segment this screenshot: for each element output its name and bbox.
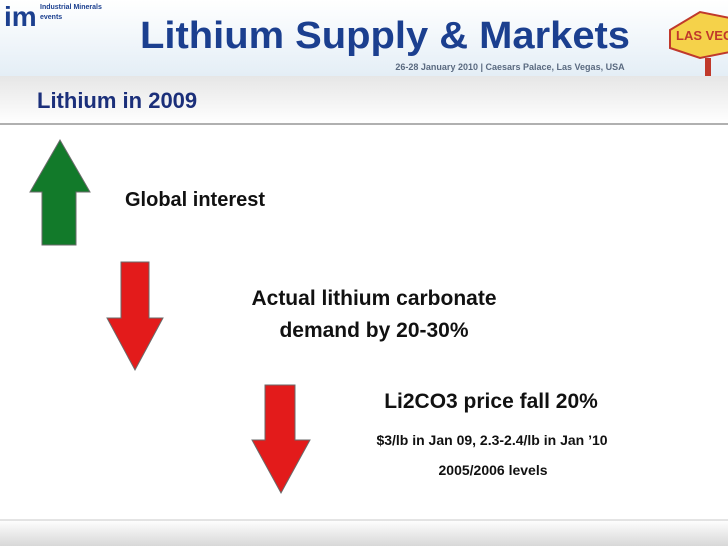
event-subtitle: 26-28 January 2010 | Caesars Palace, Las… bbox=[395, 62, 625, 72]
point-detail: $3/lb in Jan 09, 2.3-2.4/lb in Jan ’10 bbox=[376, 432, 607, 448]
point-text: demand by 20-30% bbox=[279, 319, 468, 342]
event-title: Lithium Supply & Markets bbox=[140, 15, 630, 57]
point-detail: 2005/2006 levels bbox=[439, 462, 548, 478]
logo-line2: events bbox=[40, 14, 62, 21]
footer-band bbox=[0, 520, 728, 546]
down-arrow bbox=[106, 261, 164, 372]
point-text: Li2CO3 price fall 20% bbox=[384, 390, 598, 413]
sign-post bbox=[705, 58, 711, 76]
heading-band bbox=[0, 76, 728, 124]
down-arrow bbox=[251, 384, 311, 495]
point-text: Global interest bbox=[125, 189, 265, 211]
logo-line1: Industrial Minerals bbox=[40, 4, 102, 11]
up-arrow bbox=[29, 138, 91, 246]
slide-heading: Lithium in 2009 bbox=[37, 88, 197, 113]
sign-shape bbox=[669, 10, 728, 60]
point-text: Actual lithium carbonate bbox=[251, 287, 496, 310]
header-bg bbox=[0, 0, 728, 76]
logo: im bbox=[4, 1, 37, 32]
sign-text: LAS VEGAS bbox=[676, 28, 728, 43]
vegas-sign: LAS VEGAS bbox=[669, 10, 728, 76]
